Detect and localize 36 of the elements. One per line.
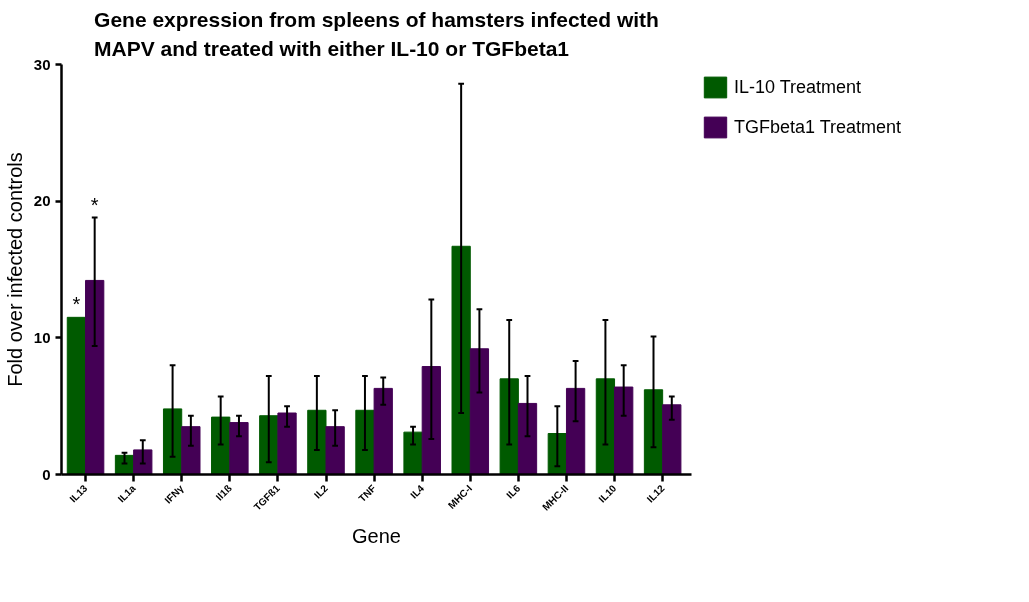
y-axis-title: Fold over infected controls [3, 152, 26, 387]
bar [662, 404, 682, 475]
x-tick-label: TNF [356, 482, 378, 505]
bar [277, 412, 297, 475]
x-tick-label: IL4 [408, 482, 427, 501]
x-tick-label: IL2 [311, 482, 331, 501]
annotation: * [90, 193, 99, 216]
bar [325, 426, 345, 475]
y-tick-label: 20 [33, 192, 51, 210]
bar [307, 409, 327, 475]
y-tick-label: 30 [33, 55, 51, 73]
bar [229, 422, 249, 475]
x-tick-label: Il1ß [213, 482, 234, 503]
x-tick-label: IL1a [115, 482, 138, 505]
bar [66, 316, 87, 475]
x-tick-label: IL6 [504, 482, 523, 501]
bar [451, 245, 471, 475]
bar [133, 449, 153, 475]
y-tick-label: 0 [42, 465, 51, 483]
x-axis-title: Gene [352, 524, 401, 547]
bar [181, 426, 201, 475]
bar [211, 416, 231, 475]
bar [421, 366, 441, 475]
bar [517, 402, 538, 475]
bar [373, 387, 393, 475]
chart-title: Gene expression from spleens of hamsters infected with MAPV and treated with either IL-10 or TGFbeta1 [94, 7, 659, 60]
y-tick-label: 10 [33, 328, 51, 346]
annotation: * [72, 293, 81, 316]
bar [403, 431, 423, 475]
legend-label: IL-10 Treatment [734, 76, 862, 98]
bar [565, 387, 586, 475]
bar [85, 279, 105, 475]
bar [614, 386, 634, 475]
legend-label: TGFbeta1 Treatment [734, 116, 902, 138]
bar [499, 378, 519, 475]
bar [469, 348, 490, 475]
